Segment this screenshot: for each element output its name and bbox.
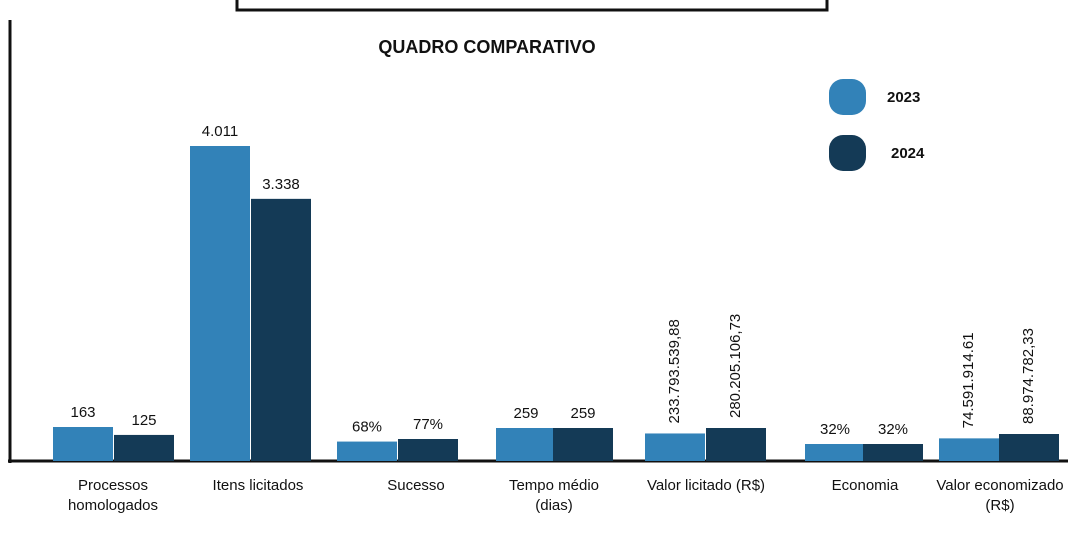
top-frame bbox=[235, 0, 829, 12]
bar bbox=[53, 427, 113, 461]
value-label: 233.793.539,88 bbox=[666, 319, 683, 423]
bar bbox=[337, 441, 397, 461]
bar bbox=[251, 198, 311, 462]
bar bbox=[190, 146, 250, 461]
value-label: 125 bbox=[131, 412, 156, 429]
bar bbox=[805, 444, 865, 461]
bar bbox=[398, 439, 458, 461]
legend-label: 2024 bbox=[891, 145, 925, 162]
value-label: 74.591.914.61 bbox=[960, 332, 977, 428]
value-label: 163 bbox=[70, 404, 95, 421]
value-label: 280.205.106,73 bbox=[727, 314, 744, 418]
legend-swatch bbox=[829, 79, 866, 115]
value-label: 32% bbox=[878, 421, 908, 438]
bar bbox=[645, 433, 705, 461]
bar bbox=[939, 438, 999, 461]
value-label: 259 bbox=[570, 405, 595, 422]
value-label: 259 bbox=[513, 405, 538, 422]
x-tick-label: Valor economizado (R$) bbox=[936, 477, 1064, 514]
legend-swatch bbox=[829, 135, 866, 171]
value-label: 3.338 bbox=[262, 176, 300, 193]
bar bbox=[114, 434, 174, 461]
bar bbox=[706, 428, 766, 461]
value-label: 88.974.782,33 bbox=[1020, 328, 1037, 424]
value-label: 32% bbox=[820, 421, 850, 438]
bar bbox=[999, 434, 1059, 461]
x-tick-label: Itens licitados bbox=[212, 477, 304, 494]
chart-title: QUADRO COMPARATIVO bbox=[378, 37, 595, 57]
bar bbox=[553, 428, 613, 461]
bar bbox=[496, 428, 556, 461]
x-tick-label: Processos homologados bbox=[67, 477, 159, 514]
x-tick-label: Economia bbox=[831, 477, 899, 494]
value-label: 4.011 bbox=[202, 123, 238, 140]
value-label: 68% bbox=[352, 419, 382, 436]
legend-label: 2023 bbox=[887, 89, 920, 106]
x-tick-label: Sucesso bbox=[387, 477, 445, 494]
x-tick-label: Valor licitado (R$) bbox=[646, 477, 766, 494]
value-label: 77% bbox=[413, 416, 443, 433]
bar bbox=[863, 444, 923, 461]
x-tick-label: Tempo médio (dias) bbox=[508, 477, 600, 514]
